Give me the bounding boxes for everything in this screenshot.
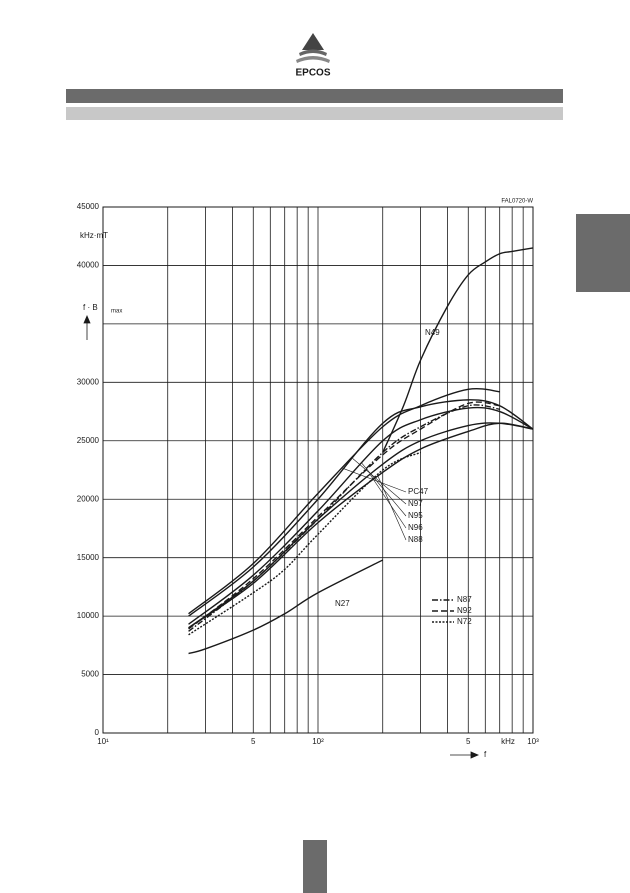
series-line bbox=[188, 406, 534, 625]
y-label-sub: max bbox=[111, 309, 122, 315]
legend-label: N87 bbox=[457, 595, 472, 604]
series-line bbox=[188, 559, 384, 655]
header-bar bbox=[66, 89, 563, 103]
y-tick-label: 40000 bbox=[77, 261, 100, 270]
series-label: N49 bbox=[425, 328, 440, 337]
y-tick-label: 5000 bbox=[81, 670, 99, 679]
legend bbox=[428, 590, 488, 628]
series-line bbox=[188, 401, 500, 630]
x-label: f bbox=[484, 750, 487, 759]
y-arrow bbox=[83, 314, 91, 340]
figure-code: FAL0720-W bbox=[501, 199, 533, 205]
series-line bbox=[188, 451, 421, 636]
series-line bbox=[188, 422, 534, 629]
x-tick-label: 10³ bbox=[527, 737, 539, 746]
side-tab bbox=[576, 214, 630, 292]
series-label: N88 bbox=[408, 535, 423, 544]
y-tick-label: 15000 bbox=[77, 553, 100, 562]
series-label: PC47 bbox=[408, 487, 429, 496]
x-tick-label: 10¹ bbox=[97, 737, 109, 746]
logo: EPCOS bbox=[295, 33, 331, 79]
series-label: N96 bbox=[408, 523, 423, 532]
series-line bbox=[188, 404, 500, 632]
legend-label: N72 bbox=[457, 617, 472, 626]
y-tick-label: 10000 bbox=[77, 611, 100, 620]
leader-line bbox=[370, 474, 407, 529]
legend-label: N92 bbox=[457, 606, 472, 615]
y-tick-label: 0 bbox=[95, 728, 100, 737]
series-line bbox=[382, 247, 534, 453]
y-tick-label: 20000 bbox=[77, 494, 100, 503]
x-unit: kHz bbox=[501, 737, 515, 746]
subheader-bar bbox=[66, 107, 563, 120]
logo-text: EPCOS bbox=[295, 68, 330, 79]
x-tick-label: 5 bbox=[251, 737, 256, 746]
y-unit: kHz·mT bbox=[80, 231, 108, 240]
x-arrow bbox=[450, 751, 480, 759]
x-tick-label: 5 bbox=[466, 737, 471, 746]
page-tab bbox=[303, 840, 327, 893]
y-tick-label: 30000 bbox=[77, 377, 100, 386]
series-label: N97 bbox=[408, 499, 423, 508]
series-line bbox=[188, 387, 500, 615]
x-tick-label: 10² bbox=[312, 737, 324, 746]
series-label: N95 bbox=[408, 511, 423, 520]
y-tick-label: 25000 bbox=[77, 436, 100, 445]
series-label: N27 bbox=[335, 599, 350, 608]
leader-line bbox=[352, 458, 407, 505]
y-tick-label: 45000 bbox=[77, 202, 100, 211]
leader-line bbox=[377, 475, 407, 541]
series-line bbox=[188, 399, 534, 617]
y-label: f · B bbox=[83, 303, 98, 312]
